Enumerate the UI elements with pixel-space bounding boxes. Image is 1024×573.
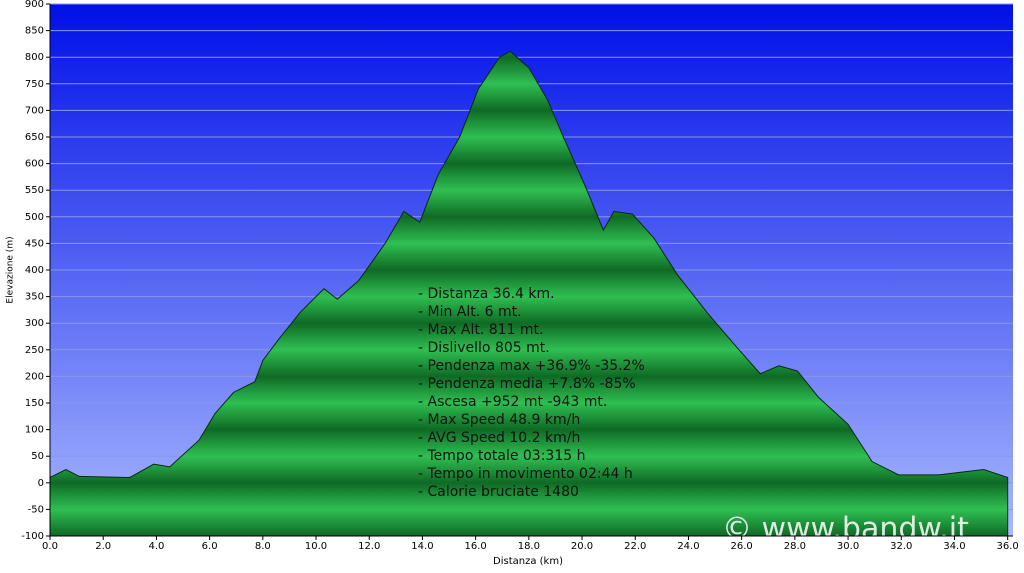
x-tick-label: 36.0: [997, 541, 1019, 552]
summary-line: - Calorie bruciate 1480: [418, 484, 579, 500]
y-tick-label: 200: [25, 371, 44, 382]
x-tick-label: 24.0: [677, 541, 699, 552]
y-tick-label: 400: [25, 265, 44, 276]
x-tick-label: 26.0: [731, 541, 753, 552]
summary-line: - Tempo in movimento 02:44 h: [418, 466, 633, 482]
x-tick-label: 20.0: [571, 541, 593, 552]
y-tick-label: 450: [25, 238, 44, 249]
summary-line: - Tempo totale 03:315 h: [418, 448, 585, 464]
x-tick-label: 6.0: [202, 541, 218, 552]
y-tick-label: 800: [25, 52, 44, 63]
y-tick-label: 150: [25, 398, 44, 409]
summary-line: - Max Speed 48.9 km/h: [418, 412, 580, 428]
x-tick-label: 4.0: [148, 541, 164, 552]
y-tick-label: 650: [25, 132, 44, 143]
y-tick-label: -50: [28, 504, 44, 515]
x-axis-label: Distanza (km): [493, 556, 563, 567]
y-tick-label: 550: [25, 185, 44, 196]
x-tick-label: 30.0: [837, 541, 859, 552]
y-tick-label: 500: [25, 212, 44, 223]
x-tick-label: 10.0: [305, 541, 327, 552]
x-tick-label: 2.0: [95, 541, 111, 552]
y-tick-label: -100: [21, 531, 44, 542]
x-tick-label: 16.0: [465, 541, 487, 552]
summary-line: - AVG Speed 10.2 km/h: [418, 430, 580, 446]
x-tick-label: 32.0: [890, 541, 912, 552]
summary-line: - Min Alt. 6 mt.: [418, 304, 522, 320]
x-tick-label: 0.0: [42, 541, 58, 552]
y-tick-label: 100: [25, 425, 44, 436]
y-tick-label: 600: [25, 159, 44, 170]
y-tick-label: 850: [25, 26, 44, 37]
summary-line: - Pendenza media +7.8% -85%: [418, 376, 636, 392]
x-tick-label: 14.0: [411, 541, 433, 552]
watermark: © www.bandw.it: [722, 512, 969, 547]
y-tick-label: 900: [25, 0, 44, 10]
x-tick-label: 12.0: [358, 541, 380, 552]
y-axis-label: Elevazione (m): [6, 236, 16, 303]
elevation-area: [49, 50, 1009, 537]
y-tick-label: 0: [38, 478, 44, 489]
y-tick-label: 250: [25, 345, 44, 356]
y-tick-label: 700: [25, 105, 44, 116]
summary-line: - Max Alt. 811 mt.: [418, 322, 544, 338]
summary-line: - Distanza 36.4 km.: [418, 286, 555, 302]
x-tick-label: 34.0: [943, 541, 965, 552]
x-tick-label: 8.0: [255, 541, 271, 552]
summary-line: - Pendenza max +36.9% -35.2%: [418, 358, 645, 374]
y-tick-label: 300: [25, 318, 44, 329]
summary-line: - Ascesa +952 mt -943 mt.: [418, 394, 607, 410]
summary-line: - Dislivello 805 mt.: [418, 340, 550, 356]
x-tick-label: 18.0: [518, 541, 540, 552]
x-tick-label: 28.0: [784, 541, 806, 552]
y-tick-label: 50: [31, 451, 44, 462]
x-tick-label: 22.0: [624, 541, 646, 552]
y-tick-label: 750: [25, 79, 44, 90]
y-tick-label: 350: [25, 292, 44, 303]
